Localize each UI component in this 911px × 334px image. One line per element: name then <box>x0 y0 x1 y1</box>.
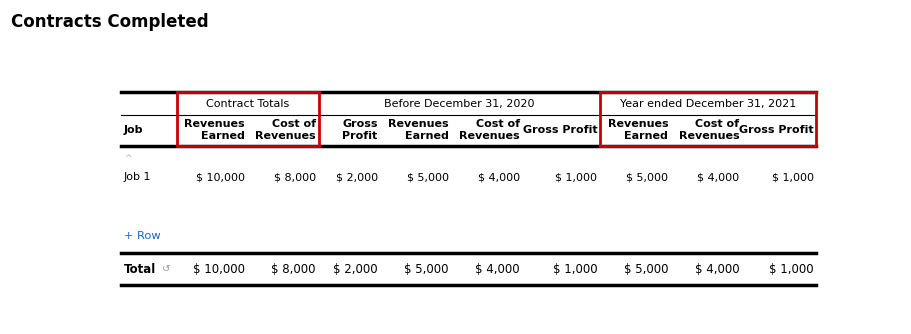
Text: $ 5,000: $ 5,000 <box>624 263 669 276</box>
Bar <box>177 93 319 146</box>
Bar <box>600 93 816 146</box>
Text: Gross
Profit: Gross Profit <box>343 119 378 141</box>
Text: Before December 31, 2020: Before December 31, 2020 <box>384 99 535 109</box>
Text: Total: Total <box>124 263 156 276</box>
Text: ↺: ↺ <box>162 264 171 274</box>
Text: $ 4,000: $ 4,000 <box>697 172 740 182</box>
Text: $ 4,000: $ 4,000 <box>477 172 520 182</box>
Text: $ 10,000: $ 10,000 <box>196 172 245 182</box>
Text: $ 1,000: $ 1,000 <box>769 263 814 276</box>
Text: $ 4,000: $ 4,000 <box>476 263 520 276</box>
Text: $ 1,000: $ 1,000 <box>772 172 814 182</box>
Text: Job: Job <box>124 125 143 135</box>
Text: Cost of
Revenues: Cost of Revenues <box>255 119 316 141</box>
Text: Contract Totals: Contract Totals <box>206 99 290 109</box>
Text: Revenues
Earned: Revenues Earned <box>608 119 669 141</box>
Text: Gross Profit: Gross Profit <box>523 125 598 135</box>
Text: Cost of
Revenues: Cost of Revenues <box>679 119 740 141</box>
Text: $ 5,000: $ 5,000 <box>407 172 449 182</box>
Text: $ 4,000: $ 4,000 <box>695 263 740 276</box>
Text: $ 2,000: $ 2,000 <box>335 172 378 182</box>
Text: $ 5,000: $ 5,000 <box>626 172 669 182</box>
Text: $ 8,000: $ 8,000 <box>271 263 316 276</box>
Text: Revenues
Earned: Revenues Earned <box>184 119 245 141</box>
Text: $ 2,000: $ 2,000 <box>333 263 378 276</box>
Text: Gross Profit: Gross Profit <box>739 125 814 135</box>
Text: Cost of
Revenues: Cost of Revenues <box>459 119 520 141</box>
Text: ^: ^ <box>124 154 131 163</box>
Text: $ 1,000: $ 1,000 <box>555 172 598 182</box>
Text: $ 5,000: $ 5,000 <box>404 263 449 276</box>
Text: + Row: + Row <box>124 231 160 241</box>
Text: Revenues
Earned: Revenues Earned <box>388 119 449 141</box>
Text: Year ended December 31, 2021: Year ended December 31, 2021 <box>620 99 796 109</box>
Text: Contracts Completed: Contracts Completed <box>11 13 209 31</box>
Text: $ 10,000: $ 10,000 <box>193 263 245 276</box>
Text: $ 8,000: $ 8,000 <box>274 172 316 182</box>
Text: Job 1: Job 1 <box>124 172 151 182</box>
Text: $ 1,000: $ 1,000 <box>553 263 598 276</box>
